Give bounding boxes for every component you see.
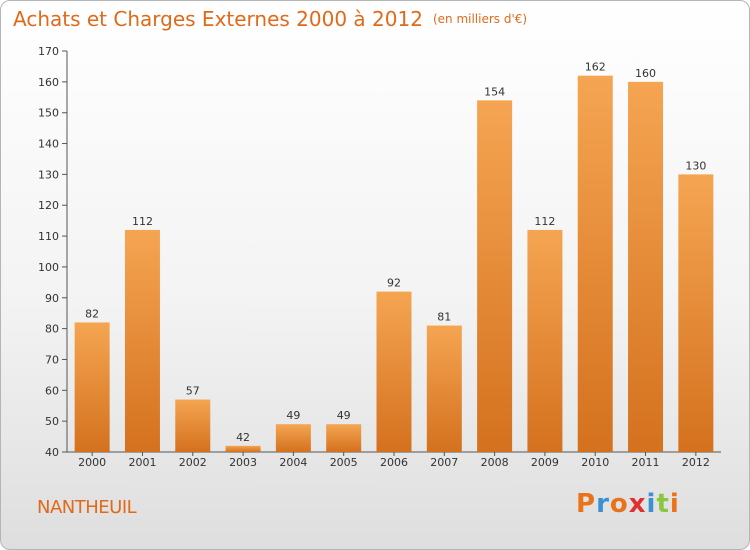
x-tick-label: 2012 <box>682 456 710 469</box>
bar-value-label: 42 <box>236 431 250 444</box>
bar <box>628 81 664 452</box>
bar <box>678 174 714 452</box>
bar <box>326 424 362 452</box>
y-tick-label: 130 <box>38 168 59 181</box>
x-tick-label: 2011 <box>632 456 660 469</box>
bar <box>275 424 311 452</box>
logo-letter: t <box>656 489 670 519</box>
logo-letter: o <box>609 489 629 519</box>
bar <box>175 399 211 452</box>
logo-letter: P <box>576 489 597 519</box>
x-tick-label: 2002 <box>179 456 207 469</box>
y-tick-label: 110 <box>38 230 59 243</box>
bar <box>74 322 110 452</box>
x-tick-label: 2005 <box>330 456 358 469</box>
y-tick-label: 170 <box>38 45 59 58</box>
logo-letter: i <box>646 489 657 519</box>
x-tick-label: 2008 <box>481 456 509 469</box>
chart-title: Achats et Charges Externes 2000 à 2012 (e… <box>13 7 527 31</box>
y-tick-label: 160 <box>38 76 59 89</box>
x-tick-label: 2003 <box>229 456 257 469</box>
bar-value-label: 160 <box>635 67 656 80</box>
y-tick-label: 80 <box>45 323 59 336</box>
y-tick-label: 50 <box>45 415 59 428</box>
proxiti-logo: Proxiti <box>576 489 680 519</box>
y-tick-label: 90 <box>45 292 59 305</box>
y-tick-label: 40 <box>45 446 59 459</box>
bar <box>225 445 261 452</box>
x-tick-label: 2010 <box>581 456 609 469</box>
y-tick-label: 100 <box>38 261 59 274</box>
bar <box>426 325 462 452</box>
y-tick-label: 120 <box>38 199 59 212</box>
bar-value-label: 154 <box>484 85 505 98</box>
x-tick-label: 2006 <box>380 456 408 469</box>
y-tick-label: 60 <box>45 384 59 397</box>
x-tick-label: 2001 <box>128 456 156 469</box>
bar <box>124 229 160 452</box>
x-tick-label: 2007 <box>430 456 458 469</box>
y-tick-label: 70 <box>45 353 59 366</box>
chart-unit: (en milliers d'€) <box>432 12 528 26</box>
bar-value-label: 81 <box>437 311 451 324</box>
commune-name: NANTHEUIL <box>37 497 137 518</box>
bar-value-label: 162 <box>585 61 606 74</box>
logo-letter: x <box>628 489 647 519</box>
bar-value-label: 130 <box>685 159 706 172</box>
bar-value-label: 92 <box>387 277 401 290</box>
y-tick-label: 150 <box>38 107 59 120</box>
bar <box>577 75 613 452</box>
bar-value-label: 82 <box>85 307 99 320</box>
bar-value-label: 112 <box>132 215 153 228</box>
x-tick-label: 2000 <box>78 456 106 469</box>
chart-title-text: Achats et Charges Externes 2000 à 2012 <box>13 7 423 31</box>
bar-value-label: 112 <box>534 215 555 228</box>
bar <box>527 229 563 452</box>
bar <box>376 291 412 452</box>
bar-value-label: 57 <box>186 385 200 398</box>
bar <box>477 100 513 452</box>
y-tick-label: 140 <box>38 138 59 151</box>
logo-letter: r <box>596 489 610 519</box>
bar-value-label: 49 <box>337 409 351 422</box>
x-tick-label: 2004 <box>279 456 307 469</box>
bar-value-label: 49 <box>286 409 300 422</box>
x-tick-label: 2009 <box>531 456 559 469</box>
logo-letter: i <box>669 489 680 519</box>
